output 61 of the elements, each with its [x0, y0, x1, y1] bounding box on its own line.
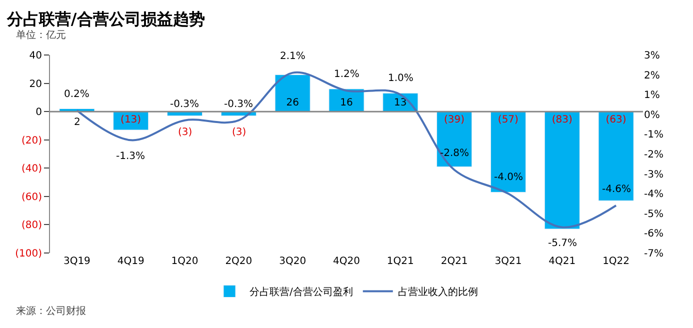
y-tick-label: (60) [21, 192, 42, 203]
bar [274, 74, 310, 112]
data-label: 1.2% [334, 69, 360, 80]
x-tick-label: 4Q20 [333, 256, 360, 267]
y2-tick-label: -6% [644, 228, 664, 240]
data-label: 2 [74, 117, 80, 128]
data-label: -4.6% [602, 184, 632, 195]
y2-tick-label: 3% [644, 50, 660, 62]
source-note: 来源：公司财报 [16, 305, 86, 317]
data-label: -0.3% [170, 99, 200, 110]
y2-tick-label: -3% [644, 169, 664, 180]
y2-tick-label: 0% [644, 110, 660, 121]
x-tick-label: 1Q20 [171, 256, 198, 267]
x-tick-label: 2Q20 [225, 256, 252, 267]
chart-subtitle: 单位：亿元 [16, 29, 66, 41]
data-label: 1.0% [388, 73, 414, 84]
data-label: -1.3% [116, 151, 146, 162]
data-label: (83) [552, 114, 572, 126]
y-tick-label: 20 [29, 78, 42, 90]
x-tick-label: 3Q21 [494, 256, 522, 267]
data-label: (57) [498, 114, 519, 126]
x-tick-label: 3Q19 [63, 256, 90, 267]
data-label: 26 [286, 98, 299, 109]
bar [544, 111, 580, 230]
y2-tick-label: 2% [644, 70, 660, 82]
data-label: (3) [178, 127, 192, 138]
y2-tick-label: -1% [644, 130, 664, 141]
legend-label: 分占联营/合营公司盈利 [250, 286, 353, 298]
data-label: 2.1% [280, 51, 306, 62]
y2-tick-label: 1% [644, 90, 660, 102]
data-label: 13 [394, 98, 407, 109]
data-label: (3) [232, 127, 246, 138]
legend-label: 占营业收入的比例 [398, 286, 478, 298]
x-tick-label: 3Q20 [279, 256, 306, 267]
y-tick-label: (80) [21, 220, 42, 232]
data-label: 0.2% [64, 89, 90, 100]
y-tick-label: 0 [36, 107, 42, 118]
x-tick-label: 2Q21 [440, 256, 468, 267]
y-tick-label: (100) [15, 248, 42, 260]
y2-tick-label: -4% [644, 189, 664, 200]
y2-tick-label: -2% [644, 150, 664, 160]
bar [490, 111, 526, 192]
data-label: -5.7% [548, 238, 578, 249]
x-tick-label: 4Q21 [548, 256, 576, 267]
data-label: -2.8% [440, 148, 470, 159]
y-tick-label: (40) [21, 164, 42, 175]
bar [598, 111, 634, 201]
data-label: 16 [340, 98, 353, 109]
y-tick-label: (20) [21, 135, 42, 146]
data-label: -4.0% [494, 172, 524, 183]
chart-title: 分占联营/合营公司损益趋势 [6, 9, 205, 28]
data-label: (13) [120, 114, 142, 126]
y-tick-label: 40 [29, 50, 42, 62]
data-label: (39) [444, 114, 465, 126]
y2-tick-label: -5% [644, 208, 664, 220]
x-tick-label: 1Q21 [386, 256, 414, 267]
data-label: -0.3% [224, 99, 254, 110]
x-tick-label: 4Q19 [117, 256, 144, 267]
data-label: (63) [606, 114, 626, 126]
y2-tick-label: -7% [644, 248, 664, 260]
x-tick-label: 1Q22 [602, 256, 630, 267]
